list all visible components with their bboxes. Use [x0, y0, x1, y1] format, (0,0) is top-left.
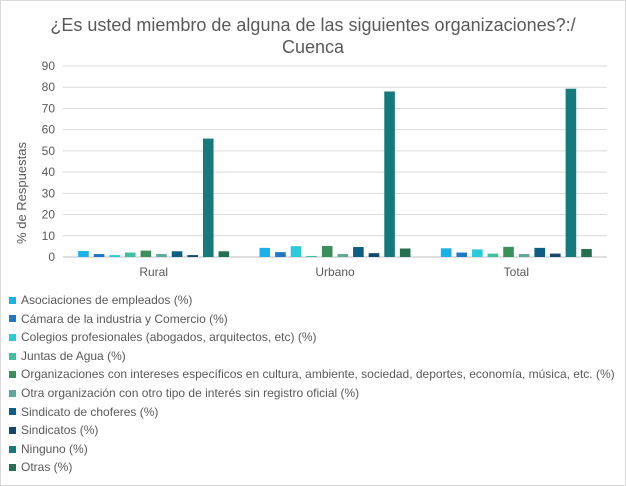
- legend-label: Sindicato de choferes (%): [21, 404, 159, 419]
- y-tick-label: 50: [42, 144, 56, 158]
- legend: Asociaciones de empleados (%) Cámara de l…: [9, 291, 615, 477]
- legend-item: Otra organización con otro tipo de inter…: [9, 384, 615, 403]
- x-tick-label: Urbano: [315, 265, 355, 279]
- legend-label: Ninguno (%): [21, 441, 88, 456]
- bar-rural-2: [93, 254, 105, 257]
- y-tick-label: 0: [48, 250, 55, 264]
- legend-swatch: [9, 333, 16, 341]
- chart-subtitle: Cuenca: [282, 37, 345, 57]
- legend-item: Ninguno (%): [9, 440, 615, 459]
- bar-rural-10: [218, 251, 230, 257]
- bar-rural-7: [171, 251, 183, 257]
- bar-total-10: [581, 248, 592, 257]
- legend-swatch: [9, 408, 16, 416]
- grid-layer: [63, 65, 607, 258]
- legend-item: Sindicato de choferes (%): [9, 403, 615, 422]
- bar-total-2: [456, 252, 468, 257]
- legend-item: Organizaciones con intereses específicos…: [9, 365, 615, 384]
- legend-swatch: [9, 464, 16, 472]
- chart-title: ¿Es usted miembro de alguna de las sigui…: [50, 15, 575, 35]
- y-tick-label: 10: [42, 229, 56, 243]
- y-tick-label: 90: [42, 59, 56, 73]
- bar-rural-3: [109, 255, 120, 257]
- bar-total-8: [550, 253, 561, 257]
- bar-urbano-5: [321, 245, 333, 257]
- y-tick-label: 60: [42, 123, 56, 137]
- bar-urbano-8: [368, 253, 380, 257]
- legend-label: Sindicatos (%): [21, 423, 99, 438]
- legend-item: Asociaciones de empleados (%): [9, 291, 615, 310]
- bar-rural-5: [140, 250, 152, 257]
- x-tick-label: Total: [504, 265, 529, 279]
- legend-swatch: [9, 352, 16, 360]
- bar-rural-1: [78, 251, 89, 257]
- x-tick-label: Rural: [139, 265, 168, 279]
- bar-rural-9: [202, 138, 214, 257]
- y-tick-label: 80: [42, 80, 56, 94]
- y-tick-label: 40: [42, 165, 56, 179]
- legend-swatch: [9, 315, 16, 323]
- legend-swatch: [9, 371, 16, 379]
- bar-total-7: [534, 247, 546, 257]
- legend-label: Colegios profesionales (abogados, arquit…: [21, 330, 317, 345]
- bar-total-3: [472, 249, 483, 257]
- bar-total-5: [503, 246, 514, 257]
- bar-urbano-4: [306, 255, 317, 257]
- bar-urbano-7: [353, 247, 364, 257]
- bar-total-4: [487, 253, 499, 257]
- bar-total-6: [518, 254, 530, 257]
- legend-label: Otras (%): [21, 460, 73, 475]
- legend-item: Sindicatos (%): [9, 421, 615, 440]
- y-tick-label: 30: [42, 186, 56, 200]
- bar-urbano-1: [259, 247, 271, 257]
- legend-item: Otras (%): [9, 458, 615, 477]
- legend-item: Cámara de la industria y Comercio (%): [9, 310, 615, 329]
- chart-plot: ¿Es usted miembro de alguna de las sigui…: [14, 15, 607, 279]
- bar-total-1: [440, 248, 452, 257]
- bar-urbano-6: [337, 254, 349, 257]
- bars-layer: [78, 88, 592, 258]
- legend-swatch: [9, 426, 16, 434]
- y-tick-label: 70: [42, 101, 56, 115]
- bar-urbano-3: [290, 246, 302, 257]
- legend-item: Colegios profesionales (abogados, arquit…: [9, 328, 615, 347]
- legend-label: Cámara de la industria y Comercio (%): [21, 311, 228, 326]
- bar-urbano-9: [384, 91, 395, 257]
- y-axis-label: % de Respuestas: [14, 142, 29, 244]
- legend-label: Asociaciones de empleados (%): [21, 293, 193, 307]
- legend-label: Organizaciones con intereses específicos…: [21, 367, 615, 382]
- legend-swatch: [9, 389, 16, 397]
- legend-item: Juntas de Agua (%): [9, 347, 615, 366]
- bar-rural-4: [124, 252, 136, 257]
- legend-swatch: [9, 445, 16, 453]
- y-tick-label: 20: [42, 208, 56, 222]
- legend-label: Otra organización con otro tipo de inter…: [21, 385, 360, 400]
- bar-urbano-10: [399, 248, 411, 257]
- bar-rural-8: [187, 255, 198, 257]
- labels-layer: 0 10 20 30 40 50 60 70 80 90 Rural Urbano Total: [42, 59, 529, 279]
- bar-rural-6: [156, 254, 167, 257]
- bar-total-9: [565, 88, 577, 258]
- legend-swatch: [9, 296, 16, 304]
- legend-label: Juntas de Agua (%): [21, 348, 126, 363]
- bar-urbano-2: [275, 252, 286, 257]
